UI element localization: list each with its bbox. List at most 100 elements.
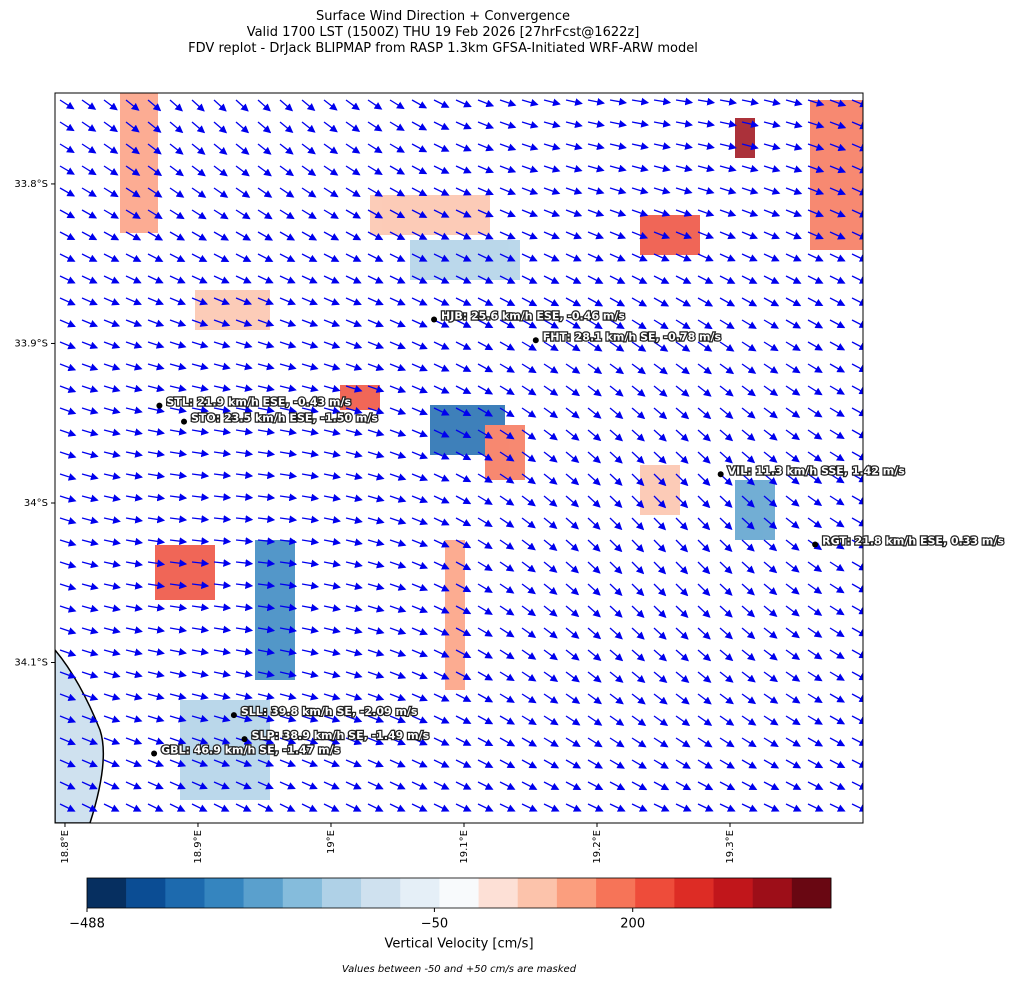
station-point xyxy=(717,471,724,478)
wind-arrow xyxy=(609,671,624,683)
wind-arrow xyxy=(81,781,98,790)
wind-arrow xyxy=(785,187,803,195)
wind-arrow xyxy=(367,363,385,371)
wind-arrow xyxy=(257,781,274,790)
wind-arrow xyxy=(103,582,121,590)
wind-arrow xyxy=(851,297,863,306)
wind-arrow xyxy=(301,692,319,701)
wind-arrow xyxy=(763,781,780,790)
wind-arrow xyxy=(851,451,863,461)
wind-arrow xyxy=(191,406,209,414)
wind-arrow xyxy=(455,253,472,262)
wind-arrow xyxy=(631,187,649,195)
wind-arrow xyxy=(169,625,188,634)
wind-arrow xyxy=(609,429,624,442)
wind-arrow xyxy=(59,407,77,415)
wind-arrow xyxy=(785,407,801,418)
wind-arrow xyxy=(851,187,863,196)
wind-arrow xyxy=(257,121,272,134)
colorbar-tick-label: −50 xyxy=(421,917,448,932)
wind-arrow xyxy=(719,97,738,106)
wind-arrow xyxy=(235,449,254,458)
wind-arrow xyxy=(477,407,494,417)
wind-arrow xyxy=(455,605,472,615)
wind-arrow xyxy=(279,670,297,678)
wind-arrow xyxy=(499,165,517,174)
wind-arrow xyxy=(587,473,601,486)
wind-arrow xyxy=(81,737,99,746)
wind-arrow xyxy=(763,473,778,486)
wind-arrow xyxy=(499,363,515,373)
wind-arrow xyxy=(521,451,537,463)
wind-arrow xyxy=(763,451,778,463)
wind-arrow xyxy=(477,231,494,240)
wind-arrow xyxy=(785,143,803,151)
wind-arrow xyxy=(455,473,472,483)
wind-arrow xyxy=(191,737,209,745)
wind-arrow xyxy=(653,517,667,531)
wind-arrow xyxy=(433,253,450,262)
wind-arrow xyxy=(741,649,756,661)
wind-arrow xyxy=(169,692,187,701)
wind-arrow xyxy=(367,582,385,591)
wind-arrow xyxy=(785,275,802,284)
wind-arrow xyxy=(653,451,667,464)
wind-arrow xyxy=(125,715,143,723)
wind-arrow xyxy=(697,319,713,330)
wind-arrow xyxy=(499,231,516,240)
wind-arrow xyxy=(147,581,166,590)
wind-arrow xyxy=(433,363,450,372)
wind-arrow xyxy=(257,341,275,349)
wind-arrow xyxy=(345,319,363,328)
wind-arrow xyxy=(565,341,581,352)
wind-arrow xyxy=(741,473,755,486)
wind-arrow xyxy=(565,561,579,574)
wind-arrow xyxy=(807,803,824,812)
wind-arrow xyxy=(235,143,250,155)
wind-arrow xyxy=(301,319,319,328)
wind-arrow xyxy=(367,538,385,547)
wind-arrow xyxy=(367,231,384,241)
wind-arrow xyxy=(147,559,166,568)
wind-arrow xyxy=(631,759,647,769)
wind-arrow xyxy=(191,449,210,458)
wind-arrow xyxy=(323,670,341,679)
wind-arrow xyxy=(807,231,824,240)
wind-arrow xyxy=(785,517,800,529)
station-point xyxy=(532,337,539,344)
wind-arrow xyxy=(455,451,472,461)
wind-arrow xyxy=(125,493,144,502)
wind-arrow xyxy=(697,693,712,705)
wind-arrow xyxy=(125,471,143,480)
wind-arrow xyxy=(433,451,450,460)
colorbar-swatch xyxy=(674,878,714,908)
wind-arrow xyxy=(125,209,141,219)
wind-arrow xyxy=(543,363,559,374)
wind-arrow xyxy=(59,165,75,175)
wind-arrow xyxy=(191,362,209,371)
wind-arrow xyxy=(543,253,560,262)
wind-arrow xyxy=(851,275,863,284)
wind-arrow xyxy=(675,561,689,575)
wind-arrow xyxy=(653,539,667,553)
wind-arrow xyxy=(59,121,75,132)
wind-arrow xyxy=(433,561,450,570)
wind-arrow xyxy=(763,407,778,419)
wind-arrow xyxy=(565,495,580,508)
x-tick-label: 18.9°E xyxy=(193,830,204,864)
wind-arrow xyxy=(59,737,76,746)
wind-arrow xyxy=(719,209,737,217)
wind-arrow xyxy=(213,449,232,458)
wind-arrow xyxy=(829,341,846,351)
wind-arrow xyxy=(59,605,77,613)
wind-arrow xyxy=(169,715,187,723)
wind-arrow xyxy=(169,341,187,349)
wind-arrow xyxy=(59,803,76,812)
wind-arrow xyxy=(675,715,691,727)
wind-arrow xyxy=(587,363,603,374)
wind-arrow xyxy=(587,407,602,419)
wind-arrow xyxy=(807,781,824,790)
wind-arrow xyxy=(829,143,847,152)
wind-arrow xyxy=(499,649,515,660)
colorbar-swatch xyxy=(596,878,636,908)
